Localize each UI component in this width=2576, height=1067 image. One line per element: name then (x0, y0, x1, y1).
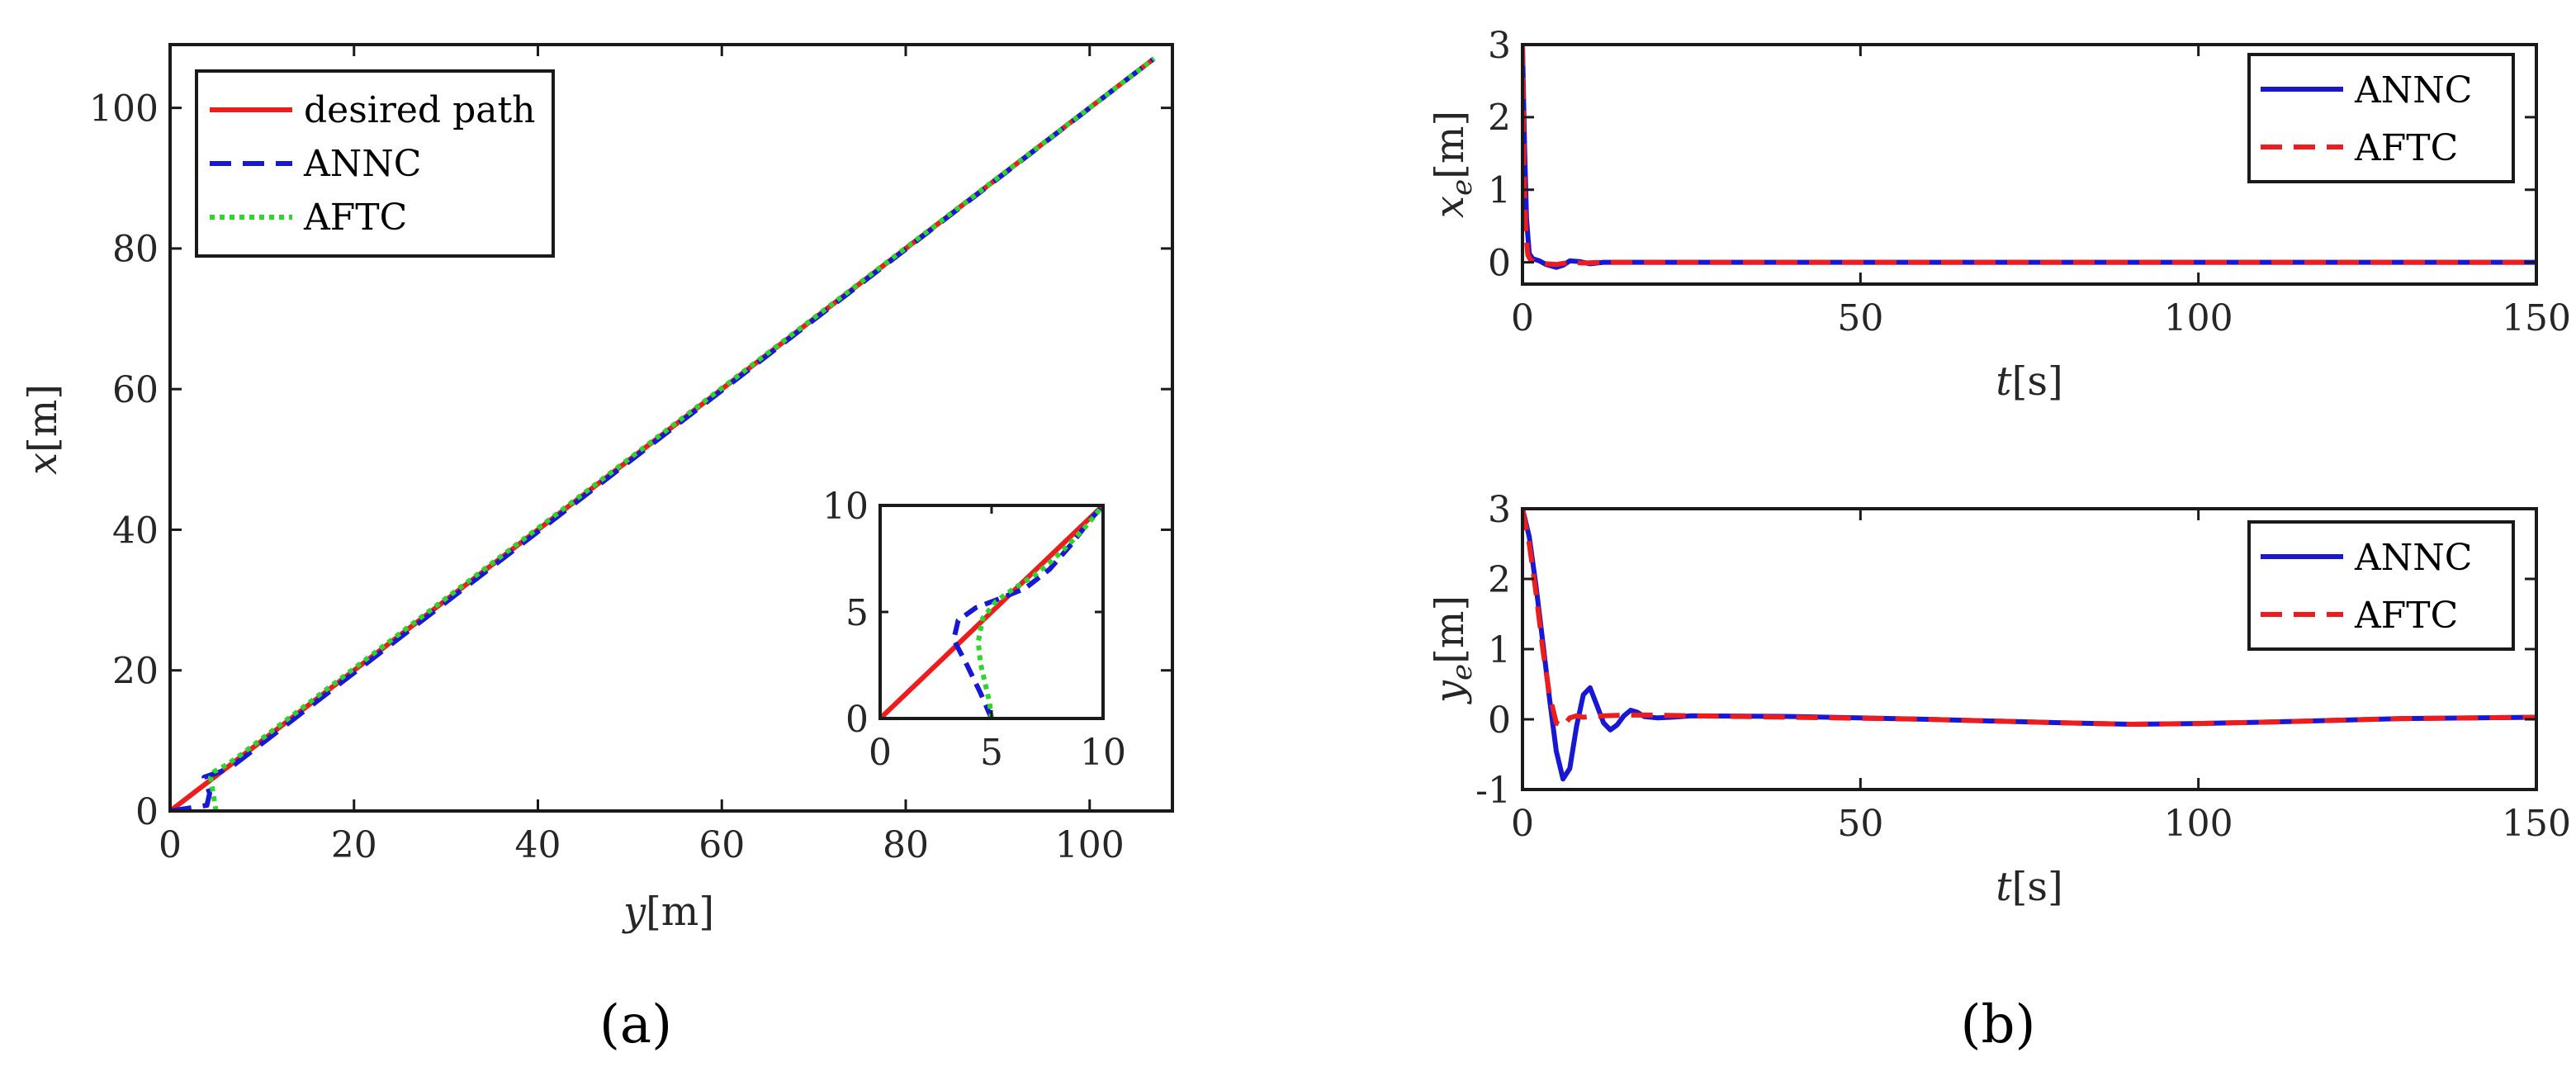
panel-a-xtick-label: 100 (1055, 824, 1125, 866)
panel-a-ytick-label: 100 (89, 88, 159, 130)
panel-a-xtick-label: 0 (159, 824, 182, 866)
panel-a-axes-frame (168, 43, 1174, 813)
panel-b-xe-axes-frame (1521, 43, 2538, 286)
panel-b-ye-xlabel: t[s] (1996, 864, 2062, 910)
panel-b-ye-ytick-label: -1 (1475, 770, 1511, 812)
legend-label-aftc: AFTC (2354, 127, 2458, 169)
inset-xtick-label: 10 (1080, 732, 1126, 774)
panel-b-xe-xtick-label: 50 (1837, 297, 1883, 339)
legend-label-aftc: AFTC (2354, 595, 2458, 637)
inset-ytick-label: 10 (822, 486, 869, 528)
panel-a-ylabel: x[m] (20, 384, 66, 475)
panel-a-ytick-label: 0 (135, 791, 159, 833)
inset-series-2-line (975, 505, 1103, 718)
panel-b-xe-ytick-label: 0 (1488, 242, 1511, 284)
legend-label-annc: ANNC (2354, 537, 2472, 579)
panel-a-ytick-label: 20 (112, 651, 159, 693)
inset-series-1-line (951, 505, 1103, 718)
panel-b-ye-xtick-label: 100 (2164, 803, 2233, 845)
panel-b-ye-series-lines (1522, 509, 2536, 782)
panel-b-ye-ylabel: ye[m] (1427, 595, 1479, 704)
legend-label-desired-path: desired path (304, 89, 536, 131)
panel-b-ye-xtick-label: 0 (1511, 803, 1534, 845)
panel-a-series-lines (170, 56, 1156, 811)
inset-ytick-label: 0 (845, 699, 869, 741)
panel-b-ye-ytick-label: 3 (1488, 489, 1511, 531)
panel-b-xe-xtick-label: 100 (2164, 297, 2233, 339)
panel-a-ytick-label: 80 (112, 229, 159, 271)
panel-b-xe-ytick-label: 3 (1488, 25, 1511, 67)
inset-xtick-label: 0 (869, 732, 892, 774)
inset-ytick-label: 5 (845, 592, 869, 634)
caption-b: (b) (1961, 994, 2036, 1055)
panel-b-xe-xlabel: t[s] (1996, 358, 2062, 405)
panel-a-inset: 0 5 10 0 5 10 (822, 486, 1126, 774)
panel-b-xe-series-lines (1522, 45, 2536, 270)
panel-a-series-annc-line (170, 56, 1156, 811)
inset-xtick-label: 5 (980, 732, 1003, 774)
panel-a-xlabel: y[m] (622, 889, 714, 935)
panel-a-series-aftc-line (208, 56, 1156, 811)
legend-label-annc: ANNC (303, 143, 421, 185)
legend-label-annc: ANNC (2354, 69, 2472, 111)
panel-b-xe-chart: 0 50 100 150 0 1 2 3 ANNC AFTC t[s] xe[m] (1427, 25, 2571, 405)
panel-a-xtick-label: 60 (698, 824, 745, 866)
panel-b-ye-xtick-label: 50 (1837, 803, 1883, 845)
panel-b-ye-ytick-label: 2 (1488, 559, 1511, 601)
panel-b-ye-legend: ANNC AFTC (2247, 520, 2515, 651)
panel-b-ye-series-aftc-line (1522, 509, 2536, 729)
panel-a-xtick-label: 40 (515, 824, 561, 866)
panel-a-xtick-label: 20 (331, 824, 377, 866)
panel-b-ye-ytick-label: 0 (1488, 699, 1511, 742)
panel-b-ye-ytick-label: 1 (1488, 629, 1511, 671)
panel-b-xe-legend: ANNC AFTC (2247, 53, 2515, 183)
panel-b-xe-xtick-label: 150 (2502, 297, 2571, 339)
panel-b-xe-ytick-label: 1 (1488, 170, 1511, 212)
panel-b-xe-series-aftc-line (1522, 45, 2536, 268)
panel-b-ye-xtick-label: 150 (2502, 803, 2571, 845)
caption-a: (a) (599, 994, 672, 1055)
panel-b-xe-ylabel: xe[m] (1427, 111, 1479, 218)
panel-a-legend: desired path ANNC AFTC (195, 69, 555, 258)
inset-series-0-line (880, 505, 1103, 718)
panel-a-ytick-label: 60 (112, 369, 159, 411)
panel-b-xe-ytick-label: 2 (1488, 97, 1511, 140)
panel-a-xtick-label: 80 (883, 824, 929, 866)
legend-label-aftc: AFTC (303, 197, 407, 239)
panel-a-ytick-label: 40 (112, 510, 159, 552)
panel-b-xe-xtick-label: 0 (1511, 297, 1534, 339)
